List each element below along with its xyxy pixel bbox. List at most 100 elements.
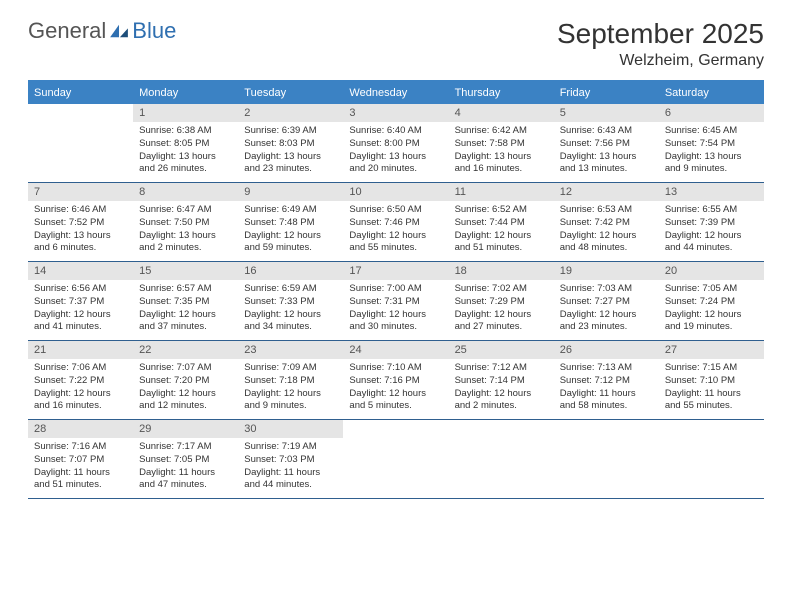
day-cell: 19Sunrise: 7:03 AMSunset: 7:27 PMDayligh… <box>554 262 659 340</box>
day-details: Sunrise: 6:55 AMSunset: 7:39 PMDaylight:… <box>659 201 764 259</box>
sunset-text: Sunset: 7:44 PM <box>455 217 548 230</box>
week-row: 7Sunrise: 6:46 AMSunset: 7:52 PMDaylight… <box>28 183 764 262</box>
day-cell: 26Sunrise: 7:13 AMSunset: 7:12 PMDayligh… <box>554 341 659 419</box>
daylight-text: Daylight: 12 hours and 59 minutes. <box>244 230 337 256</box>
month-title: September 2025 <box>557 18 764 50</box>
sunset-text: Sunset: 7:50 PM <box>139 217 232 230</box>
day-cell <box>554 420 659 498</box>
daylight-text: Daylight: 12 hours and 27 minutes. <box>455 309 548 335</box>
sunrise-text: Sunrise: 7:03 AM <box>560 283 653 296</box>
day-number: 9 <box>238 183 343 201</box>
day-number <box>343 420 448 426</box>
day-number: 29 <box>133 420 238 438</box>
daylight-text: Daylight: 13 hours and 26 minutes. <box>139 151 232 177</box>
day-cell <box>449 420 554 498</box>
day-cell: 9Sunrise: 6:49 AMSunset: 7:48 PMDaylight… <box>238 183 343 261</box>
daylight-text: Daylight: 12 hours and 2 minutes. <box>455 388 548 414</box>
sunrise-text: Sunrise: 6:42 AM <box>455 125 548 138</box>
day-number: 3 <box>343 104 448 122</box>
day-number: 13 <box>659 183 764 201</box>
week-row: 28Sunrise: 7:16 AMSunset: 7:07 PMDayligh… <box>28 420 764 499</box>
daylight-text: Daylight: 11 hours and 55 minutes. <box>665 388 758 414</box>
sunset-text: Sunset: 7:07 PM <box>34 454 127 467</box>
week-row: 14Sunrise: 6:56 AMSunset: 7:37 PMDayligh… <box>28 262 764 341</box>
day-number: 27 <box>659 341 764 359</box>
day-details: Sunrise: 7:10 AMSunset: 7:16 PMDaylight:… <box>343 359 448 417</box>
day-number <box>449 420 554 426</box>
daylight-text: Daylight: 12 hours and 37 minutes. <box>139 309 232 335</box>
sunrise-text: Sunrise: 6:43 AM <box>560 125 653 138</box>
day-details: Sunrise: 6:52 AMSunset: 7:44 PMDaylight:… <box>449 201 554 259</box>
day-details: Sunrise: 6:53 AMSunset: 7:42 PMDaylight:… <box>554 201 659 259</box>
daylight-text: Daylight: 13 hours and 20 minutes. <box>349 151 442 177</box>
calendar-body: 1Sunrise: 6:38 AMSunset: 8:05 PMDaylight… <box>28 104 764 499</box>
sunrise-text: Sunrise: 7:17 AM <box>139 441 232 454</box>
day-number: 26 <box>554 341 659 359</box>
day-details: Sunrise: 6:56 AMSunset: 7:37 PMDaylight:… <box>28 280 133 338</box>
day-number: 7 <box>28 183 133 201</box>
day-number: 4 <box>449 104 554 122</box>
day-cell: 18Sunrise: 7:02 AMSunset: 7:29 PMDayligh… <box>449 262 554 340</box>
logo-sail-icon <box>108 23 130 39</box>
daylight-text: Daylight: 12 hours and 30 minutes. <box>349 309 442 335</box>
sunrise-text: Sunrise: 7:02 AM <box>455 283 548 296</box>
day-number: 6 <box>659 104 764 122</box>
day-details: Sunrise: 6:43 AMSunset: 7:56 PMDaylight:… <box>554 122 659 180</box>
day-details: Sunrise: 6:47 AMSunset: 7:50 PMDaylight:… <box>133 201 238 259</box>
sunset-text: Sunset: 8:03 PM <box>244 138 337 151</box>
day-number: 25 <box>449 341 554 359</box>
sunset-text: Sunset: 8:00 PM <box>349 138 442 151</box>
sunset-text: Sunset: 7:22 PM <box>34 375 127 388</box>
sunset-text: Sunset: 7:39 PM <box>665 217 758 230</box>
sunset-text: Sunset: 7:42 PM <box>560 217 653 230</box>
day-number: 30 <box>238 420 343 438</box>
day-number: 11 <box>449 183 554 201</box>
day-details: Sunrise: 7:05 AMSunset: 7:24 PMDaylight:… <box>659 280 764 338</box>
calendar: Sunday Monday Tuesday Wednesday Thursday… <box>28 80 764 499</box>
day-details: Sunrise: 6:59 AMSunset: 7:33 PMDaylight:… <box>238 280 343 338</box>
day-number: 15 <box>133 262 238 280</box>
day-number: 19 <box>554 262 659 280</box>
sunrise-text: Sunrise: 6:38 AM <box>139 125 232 138</box>
weekday-sun: Sunday <box>28 82 133 104</box>
day-details: Sunrise: 7:07 AMSunset: 7:20 PMDaylight:… <box>133 359 238 417</box>
day-cell: 17Sunrise: 7:00 AMSunset: 7:31 PMDayligh… <box>343 262 448 340</box>
daylight-text: Daylight: 11 hours and 47 minutes. <box>139 467 232 493</box>
day-details: Sunrise: 7:17 AMSunset: 7:05 PMDaylight:… <box>133 438 238 496</box>
day-cell: 22Sunrise: 7:07 AMSunset: 7:20 PMDayligh… <box>133 341 238 419</box>
daylight-text: Daylight: 12 hours and 44 minutes. <box>665 230 758 256</box>
sunset-text: Sunset: 7:14 PM <box>455 375 548 388</box>
sunset-text: Sunset: 7:18 PM <box>244 375 337 388</box>
day-cell <box>343 420 448 498</box>
sunset-text: Sunset: 7:10 PM <box>665 375 758 388</box>
sunrise-text: Sunrise: 7:13 AM <box>560 362 653 375</box>
day-cell: 1Sunrise: 6:38 AMSunset: 8:05 PMDaylight… <box>133 104 238 182</box>
location: Welzheim, Germany <box>557 52 764 70</box>
sunset-text: Sunset: 7:27 PM <box>560 296 653 309</box>
sunrise-text: Sunrise: 7:19 AM <box>244 441 337 454</box>
sunset-text: Sunset: 7:20 PM <box>139 375 232 388</box>
day-cell: 7Sunrise: 6:46 AMSunset: 7:52 PMDaylight… <box>28 183 133 261</box>
daylight-text: Daylight: 12 hours and 48 minutes. <box>560 230 653 256</box>
sunset-text: Sunset: 7:33 PM <box>244 296 337 309</box>
day-number <box>554 420 659 426</box>
sunrise-text: Sunrise: 6:53 AM <box>560 204 653 217</box>
sunset-text: Sunset: 7:03 PM <box>244 454 337 467</box>
day-cell: 29Sunrise: 7:17 AMSunset: 7:05 PMDayligh… <box>133 420 238 498</box>
day-cell: 16Sunrise: 6:59 AMSunset: 7:33 PMDayligh… <box>238 262 343 340</box>
daylight-text: Daylight: 12 hours and 34 minutes. <box>244 309 337 335</box>
daylight-text: Daylight: 12 hours and 51 minutes. <box>455 230 548 256</box>
day-cell: 8Sunrise: 6:47 AMSunset: 7:50 PMDaylight… <box>133 183 238 261</box>
sunrise-text: Sunrise: 7:15 AM <box>665 362 758 375</box>
day-details: Sunrise: 7:16 AMSunset: 7:07 PMDaylight:… <box>28 438 133 496</box>
day-details: Sunrise: 7:09 AMSunset: 7:18 PMDaylight:… <box>238 359 343 417</box>
daylight-text: Daylight: 12 hours and 12 minutes. <box>139 388 232 414</box>
day-details: Sunrise: 7:13 AMSunset: 7:12 PMDaylight:… <box>554 359 659 417</box>
day-cell: 6Sunrise: 6:45 AMSunset: 7:54 PMDaylight… <box>659 104 764 182</box>
day-cell <box>659 420 764 498</box>
day-details: Sunrise: 7:02 AMSunset: 7:29 PMDaylight:… <box>449 280 554 338</box>
daylight-text: Daylight: 13 hours and 13 minutes. <box>560 151 653 177</box>
day-number: 28 <box>28 420 133 438</box>
day-details: Sunrise: 6:50 AMSunset: 7:46 PMDaylight:… <box>343 201 448 259</box>
sunset-text: Sunset: 7:48 PM <box>244 217 337 230</box>
